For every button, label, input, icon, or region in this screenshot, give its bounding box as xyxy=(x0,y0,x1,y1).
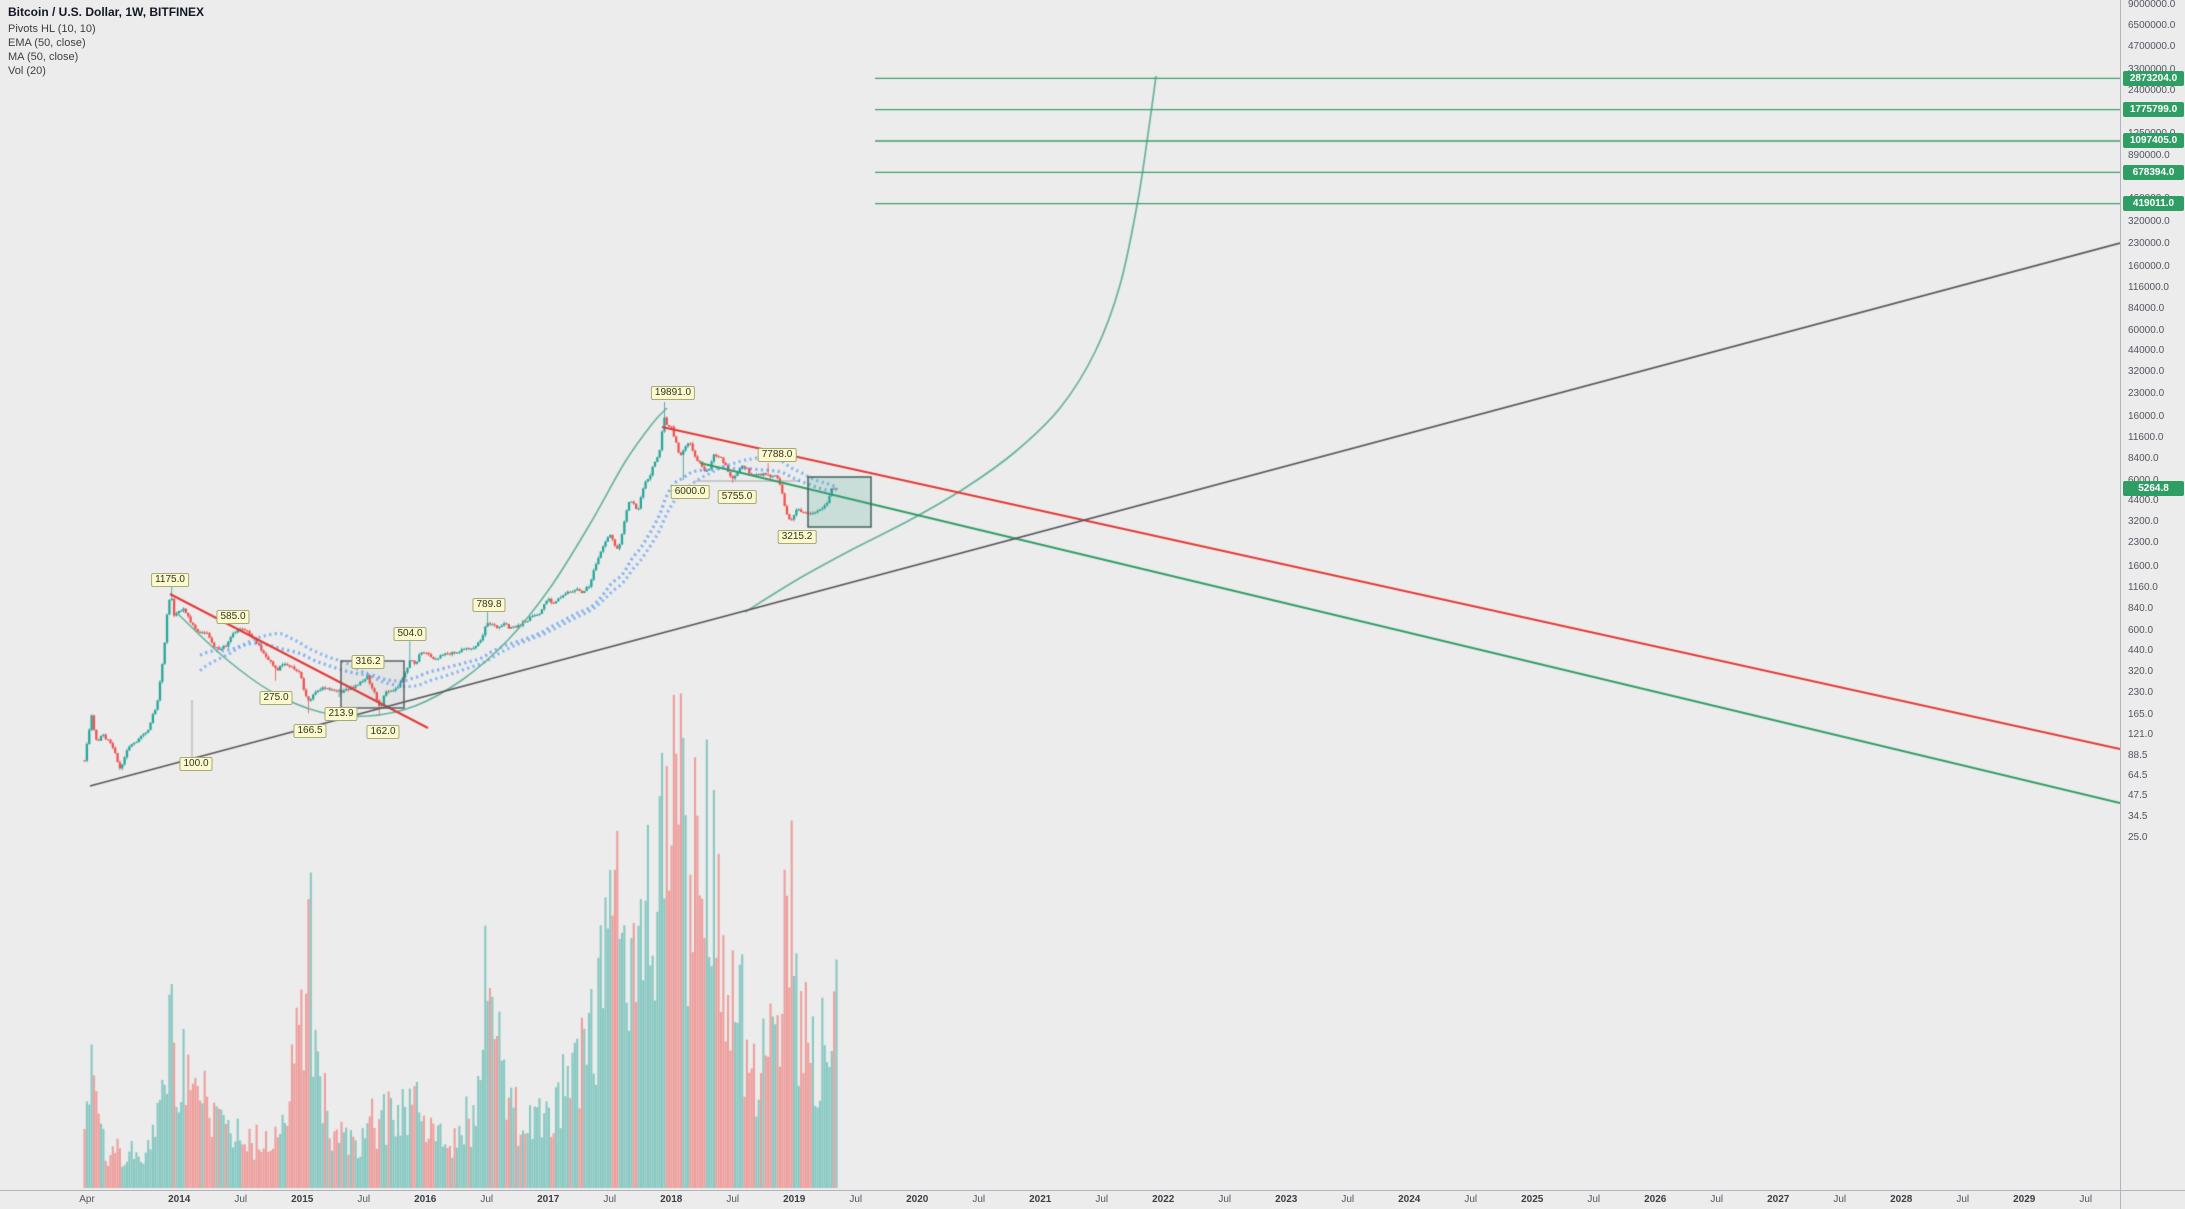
price-axis-tick: 6000.0 xyxy=(2128,475,2159,486)
price-axis-tick: 2400000.0 xyxy=(2128,85,2176,97)
price-axis-tick: 1600.0 xyxy=(2128,561,2159,573)
time-axis-label: Jul xyxy=(1956,1194,1970,1205)
time-axis-label: 2025 xyxy=(1521,1194,1544,1205)
price-axis-tick: 60000.0 xyxy=(2128,325,2165,337)
time-axis-label: Jul xyxy=(1587,1194,1601,1205)
time-axis-label: 2022 xyxy=(1152,1194,1175,1205)
indicator-ma-50[interactable]: MA (50, close) xyxy=(8,51,79,63)
price-axis-tick: 230.0 xyxy=(2128,687,2154,699)
time-axis-label: 2018 xyxy=(660,1194,683,1205)
price-axis-tick: 320000.0 xyxy=(2128,216,2170,228)
time-axis-label: Jul xyxy=(480,1194,494,1205)
time-axis-label: Jul xyxy=(1218,1194,1232,1205)
price-axis[interactable]: 9000000.0 6500000.0 4700000.0 3300000.0 2400… xyxy=(2120,0,2185,1190)
price-chart-canvas[interactable] xyxy=(0,0,2120,1190)
indicator-ema-50[interactable]: EMA (50, close) xyxy=(8,37,86,49)
time-axis-label: Jul xyxy=(2079,1194,2093,1205)
time-axis-label: 2023 xyxy=(1275,1194,1298,1205)
price-axis-tick: 230000.0 xyxy=(2128,237,2170,249)
indicator-pivots-hl[interactable]: Pivots HL (10, 10) xyxy=(8,23,96,35)
time-axis-label: 2015 xyxy=(291,1194,314,1205)
price-axis-tick: 11600.0 xyxy=(2128,432,2164,444)
price-axis-tick: 8400.0 xyxy=(2128,453,2159,465)
price-axis-tick: 600.0 xyxy=(2128,624,2154,636)
fib-level-price-tag: 1097405.0 xyxy=(2123,133,2184,149)
price-axis-tick: 47.5 xyxy=(2128,790,2148,802)
price-axis-tick: 88.5 xyxy=(2128,749,2148,761)
time-axis-label: 2014 xyxy=(168,1194,191,1205)
price-axis-tick: 840.0 xyxy=(2128,603,2154,615)
price-axis-tick: 2300.0 xyxy=(2128,537,2159,549)
price-axis-tick: 165.0 xyxy=(2128,708,2154,720)
price-axis-tick: 1250000.0 xyxy=(2128,128,2175,139)
price-axis-tick: 440.0 xyxy=(2128,645,2154,657)
price-axis-tick: 320.0 xyxy=(2128,665,2154,677)
time-axis-label: Jul xyxy=(234,1194,248,1205)
time-axis-label: Jul xyxy=(1710,1194,1724,1205)
time-axis-label: 2029 xyxy=(2013,1194,2036,1205)
price-axis-tick: 3200.0 xyxy=(2128,515,2159,527)
time-axis[interactable]: Apr 2014 Jul 2015 Jul 2016 Jul 2017 Jul 2018 Jul 20… xyxy=(0,1190,2121,1209)
price-axis-tick: 32000.0 xyxy=(2128,366,2165,378)
price-axis-tick: 16000.0 xyxy=(2128,411,2165,423)
last-price-tag: 5264.8 xyxy=(2123,481,2184,497)
fib-level-price-tag: 1775799.0 xyxy=(2123,102,2184,118)
time-axis-label: 2027 xyxy=(1767,1194,1790,1205)
time-axis-label: 2028 xyxy=(1890,1194,1913,1205)
axis-corner xyxy=(2120,1190,2185,1209)
price-axis-tick: 34.5 xyxy=(2128,810,2148,822)
price-axis-tick: 9000000.0 xyxy=(2128,0,2176,10)
fib-level-price-tag: 678394.0 xyxy=(2123,164,2184,180)
time-axis-label: Jul xyxy=(972,1194,986,1205)
time-axis-label: Jul xyxy=(1341,1194,1355,1205)
time-axis-label: Jul xyxy=(726,1194,740,1205)
time-axis-label: Jul xyxy=(1095,1194,1109,1205)
time-axis-label: Jul xyxy=(357,1194,371,1205)
price-axis-tick: 1160.0 xyxy=(2128,582,2158,594)
price-axis-tick: 64.5 xyxy=(2128,770,2148,782)
fib-level-price-tag: 2873204.0 xyxy=(2123,70,2184,86)
time-axis-label: 2021 xyxy=(1029,1194,1052,1205)
time-axis-label: 2016 xyxy=(414,1194,437,1205)
fib-level-price-tag: 419011.0 xyxy=(2123,196,2184,212)
time-axis-label: Jul xyxy=(1464,1194,1478,1205)
price-axis-tick: 160000.0 xyxy=(2128,261,2170,273)
price-axis-tick: 44000.0 xyxy=(2128,345,2165,357)
time-axis-label: Apr xyxy=(79,1194,95,1205)
price-axis-tick: 116000.0 xyxy=(2128,282,2169,294)
price-axis-tick: 3300000.0 xyxy=(2128,64,2176,76)
time-axis-label: Jul xyxy=(1833,1194,1847,1205)
time-axis-label: 2026 xyxy=(1644,1194,1667,1205)
chart-legend: Bitcoin / U.S. Dollar, 1W, BITFINEX Pivo… xyxy=(8,5,204,78)
symbol-title[interactable]: Bitcoin / U.S. Dollar, 1W, BITFINEX xyxy=(8,5,205,19)
price-axis-tick: 6500000.0 xyxy=(2128,20,2176,32)
time-axis-label: Jul xyxy=(849,1194,863,1205)
price-axis-tick: 4400.0 xyxy=(2128,495,2159,507)
price-axis-tick: 121.0 xyxy=(2128,729,2154,741)
time-axis-label: 2020 xyxy=(906,1194,929,1205)
indicator-vol-20[interactable]: Vol (20) xyxy=(8,65,46,77)
price-axis-tick: 890000.0 xyxy=(2128,149,2170,161)
price-axis-tick: 25.0 xyxy=(2128,831,2148,843)
time-axis-label: 2017 xyxy=(537,1194,560,1205)
price-axis-tick: 23000.0 xyxy=(2128,387,2165,399)
price-axis-tick: 4700000.0 xyxy=(2128,41,2176,53)
price-axis-tick: 84000.0 xyxy=(2128,303,2165,315)
time-axis-label: Jul xyxy=(603,1194,617,1205)
time-axis-label: 2024 xyxy=(1398,1194,1421,1205)
time-axis-label: 2019 xyxy=(783,1194,806,1205)
